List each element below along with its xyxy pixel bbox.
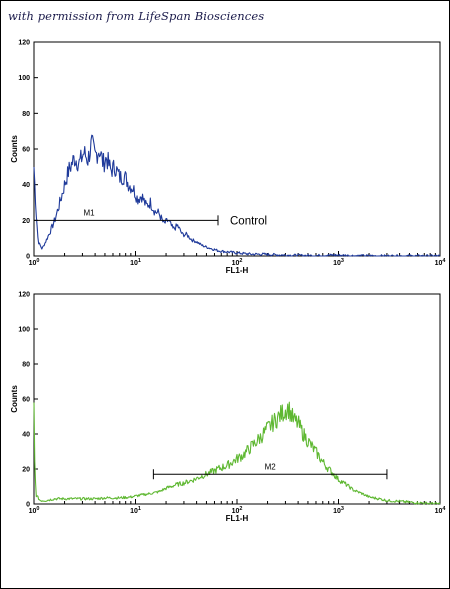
y-tick-label: 20	[22, 467, 30, 474]
y-tick-label: 120	[18, 40, 30, 47]
x-tick-label: 101	[130, 506, 141, 515]
x-tick-label: 100	[29, 258, 40, 267]
y-tick-label: 0	[26, 502, 30, 509]
y-tick-label: 0	[26, 254, 30, 261]
x-axis-label: FL1-H	[226, 514, 249, 523]
histogram-panel-1: 0 20 40 60 80 100 120 Counts 100 101 102 103 104 FL1-…	[10, 40, 446, 276]
marker-label: M1	[83, 208, 95, 217]
y-tick-label: 60	[22, 147, 30, 154]
x-axis-label: FL1-H	[226, 266, 249, 275]
y-axis-label: Counts	[10, 135, 19, 163]
y-tick-label: 120	[18, 292, 30, 299]
histogram-series-line	[33, 401, 441, 505]
y-tick-label: 40	[22, 432, 30, 439]
histogram-panel-2: 0 20 40 60 80 100 120 Counts 100 101 102 103 104 FL1-…	[10, 292, 446, 524]
x-tick-label: 103	[333, 506, 344, 515]
plot-area	[33, 293, 441, 505]
x-tick-label: 102	[232, 506, 243, 515]
y-tick-label: 100	[18, 75, 30, 82]
y-axis-label: Counts	[10, 385, 19, 413]
y-tick-label: 100	[18, 327, 30, 334]
x-tick-label: 101	[130, 258, 141, 267]
credit-text: with permission from LifeSpan Bioscience…	[8, 9, 265, 23]
y-tick-label: 20	[22, 218, 30, 225]
x-tick-label: 103	[333, 258, 344, 267]
histogram-series-line	[33, 134, 441, 257]
x-tick-label: 104	[435, 258, 447, 267]
marker-label: M2	[265, 462, 277, 471]
x-tick-label: 102	[232, 258, 243, 267]
x-tick-label: 100	[29, 506, 40, 515]
x-tick-label: 104	[435, 506, 447, 515]
y-tick-label: 60	[22, 397, 30, 404]
y-tick-label: 80	[22, 111, 30, 118]
y-tick-label: 40	[22, 182, 30, 189]
annotation-label: Control	[230, 215, 267, 227]
y-tick-label: 80	[22, 362, 30, 369]
